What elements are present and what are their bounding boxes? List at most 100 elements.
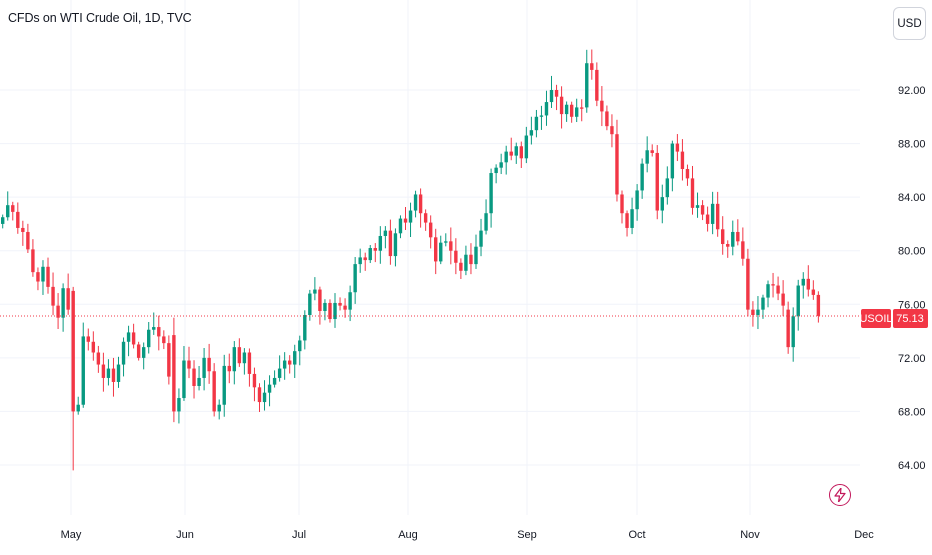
- candle-body: [162, 336, 166, 344]
- candle-body: [31, 249, 35, 273]
- candle-body: [645, 150, 649, 164]
- badge-symbol-bg: [861, 309, 891, 328]
- candle-body: [559, 96, 564, 115]
- candle-body: [41, 266, 45, 282]
- candle-body: [26, 231, 30, 250]
- candle-body: [680, 151, 685, 170]
- candle-body: [736, 231, 740, 242]
- candle-body: [46, 266, 50, 287]
- candle-body: [353, 264, 357, 293]
- candle-body: [106, 368, 111, 378]
- candle-body: [499, 162, 503, 168]
- candle-body: [378, 235, 383, 251]
- candle-body: [338, 302, 342, 306]
- candle-body: [141, 347, 146, 358]
- candle-body: [504, 151, 508, 163]
- x-tick-label: Jul: [292, 529, 306, 541]
- candle-body: [36, 272, 40, 282]
- x-tick-label: May: [61, 529, 82, 541]
- candle-body: [580, 107, 584, 109]
- grid-layer: [0, 0, 860, 515]
- candle-body: [700, 205, 705, 215]
- candle-body: [751, 309, 755, 315]
- candle-body: [152, 327, 156, 330]
- candle-body: [6, 205, 10, 218]
- candle-body: [121, 341, 126, 365]
- candle-body: [368, 248, 372, 261]
- candle-body: [781, 293, 785, 306]
- candle-body: [569, 104, 574, 117]
- x-tick-label: Nov: [740, 529, 760, 541]
- candle-body: [549, 90, 554, 103]
- candle-body: [252, 373, 257, 388]
- candle-body: [71, 290, 75, 412]
- candle-body: [81, 336, 85, 405]
- candle-body: [192, 368, 196, 386]
- candle-body: [474, 246, 478, 265]
- candle-body: [756, 309, 760, 315]
- candle-body: [705, 214, 710, 224]
- lightning-bolt-icon[interactable]: [829, 484, 851, 506]
- candle-body: [207, 357, 211, 372]
- currency-button[interactable]: USD: [893, 7, 926, 40]
- candle-body: [519, 146, 524, 159]
- candle-body: [293, 351, 297, 365]
- candle-body: [761, 297, 765, 310]
- candle-body: [227, 365, 231, 372]
- candle-body: [605, 111, 609, 127]
- candle-body: [600, 100, 604, 112]
- candle-body: [86, 336, 90, 342]
- candle-body: [489, 173, 493, 214]
- lightning-bolt-glyph: [834, 488, 846, 502]
- candle-body: [358, 257, 362, 265]
- candle-body: [544, 102, 549, 116]
- candle-body: [212, 371, 216, 412]
- candle-body: [640, 163, 644, 191]
- candle-body: [469, 254, 473, 265]
- candle-body: [91, 341, 96, 353]
- candle-body: [771, 284, 775, 286]
- candle-body: [136, 344, 141, 358]
- candle-body: [529, 130, 534, 136]
- candle-body: [182, 360, 186, 399]
- price-axis[interactable]: 64.00 68.00 72.00 76.00 80.00 84.00 88.00 92.00: [898, 85, 926, 472]
- y-tick-label: 88.00: [898, 139, 926, 151]
- candle-body: [287, 360, 292, 365]
- candle-body: [1, 217, 5, 224]
- last-price-badge: USOIL 75.13: [859, 309, 928, 328]
- candle-body: [791, 316, 795, 348]
- candle-body: [303, 315, 307, 341]
- candle-body: [167, 343, 171, 377]
- candle-body: [534, 116, 539, 131]
- candle-body: [237, 347, 242, 364]
- candle-body: [413, 194, 418, 211]
- candle-body: [625, 213, 629, 228]
- candle-body: [328, 302, 332, 320]
- time-axis[interactable]: May Jun Jul Aug Sep Oct Nov Dec: [61, 529, 875, 541]
- candle-body: [393, 233, 398, 257]
- candle-body: [388, 230, 393, 257]
- candle-body: [620, 194, 624, 214]
- candle-body: [16, 211, 20, 228]
- candle-body: [514, 146, 518, 156]
- badge-price-text: 75.13: [896, 313, 924, 325]
- candle-body: [111, 368, 116, 382]
- candle-body: [524, 135, 529, 159]
- candle-body: [383, 230, 388, 236]
- candle-body: [272, 377, 277, 385]
- candle-body: [766, 284, 770, 298]
- candle-body: [262, 392, 267, 403]
- candle-body: [539, 115, 544, 117]
- badge-symbol-text: USOIL: [859, 313, 892, 325]
- candle-body: [217, 404, 221, 412]
- candle-body: [333, 302, 337, 320]
- candle-body: [479, 230, 483, 247]
- x-tick-label: Oct: [628, 529, 645, 541]
- candle-body: [343, 305, 347, 310]
- candle-body: [710, 203, 715, 224]
- x-tick-label: Sep: [517, 529, 537, 541]
- candle-body: [66, 288, 70, 310]
- candle-body: [61, 288, 65, 318]
